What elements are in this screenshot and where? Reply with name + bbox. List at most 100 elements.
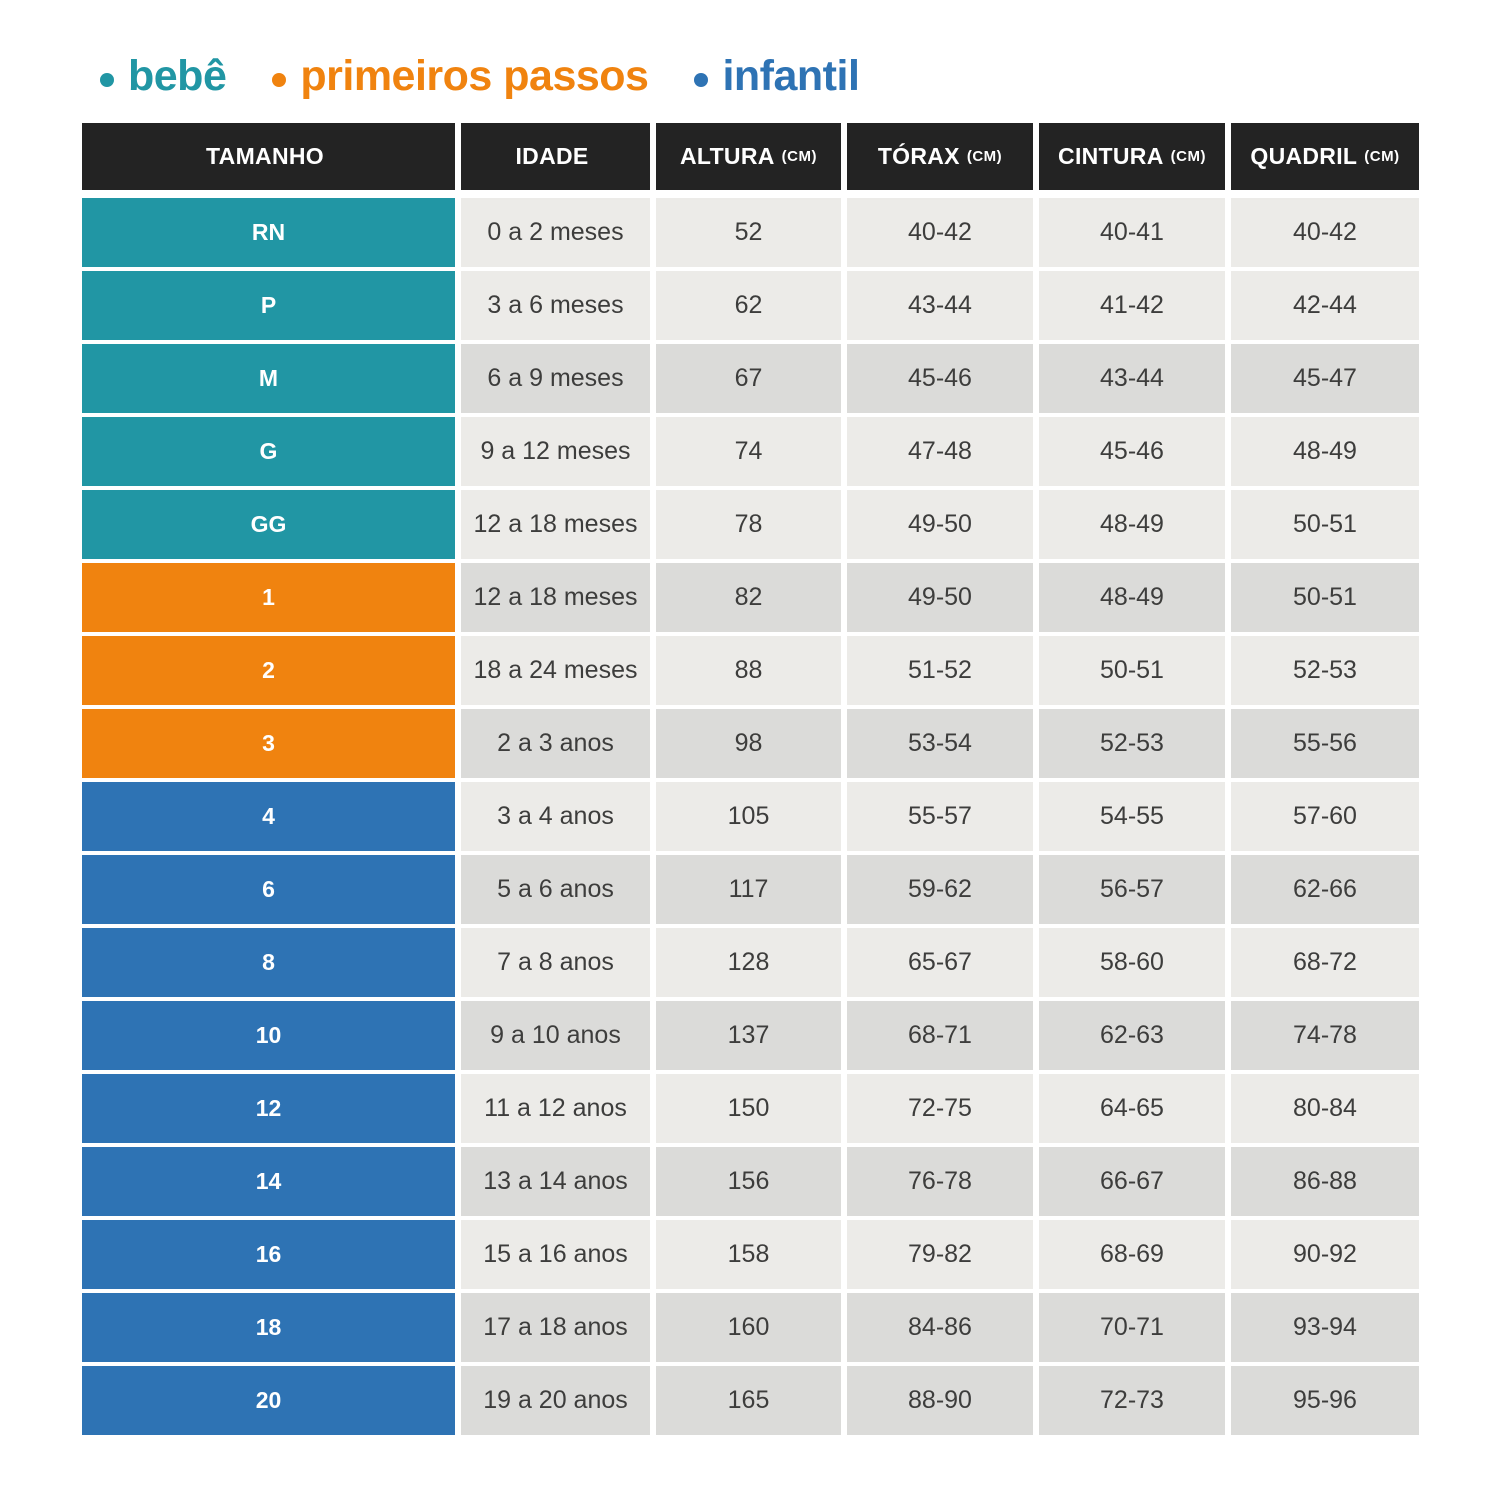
cintura-value: 50-51: [1100, 656, 1164, 684]
data-cell-torax: 55-57: [847, 782, 1033, 851]
data-cell-idade: 9 a 12 meses: [461, 417, 650, 486]
table-row: 14 13 a 14 anos 156 76-78 66-67 86-88: [82, 1147, 1419, 1216]
data-cell-cintura: 70-71: [1039, 1293, 1225, 1362]
table-row: P 3 a 6 meses 62 43-44 41-42 42-44: [82, 271, 1419, 340]
data-cell-torax: 88-90: [847, 1366, 1033, 1435]
size-cell-1: 1: [82, 563, 455, 632]
torax-value: 40-42: [908, 218, 972, 246]
altura-value: 137: [727, 1021, 770, 1049]
size-label: 4: [262, 803, 275, 829]
altura-value: 165: [727, 1386, 770, 1414]
quadril-value: 68-72: [1293, 948, 1357, 976]
header-label: TAMANHO: [206, 143, 324, 169]
data-cell-cintura: 64-65: [1039, 1074, 1225, 1143]
quadril-value: 86-88: [1293, 1167, 1357, 1195]
quadril-value: 74-78: [1293, 1021, 1357, 1049]
size-cell-RN: RN: [82, 198, 455, 267]
altura-value: 52: [734, 218, 763, 246]
data-cell-quadril: 80-84: [1231, 1074, 1419, 1143]
quadril-value: 45-47: [1293, 364, 1357, 392]
data-cell-quadril: 68-72: [1231, 928, 1419, 997]
size-label: 3: [262, 730, 275, 756]
torax-value: 76-78: [908, 1167, 972, 1195]
idade-value: 3 a 4 anos: [497, 802, 614, 830]
cintura-value: 43-44: [1100, 364, 1164, 392]
altura-value: 98: [734, 729, 763, 757]
cintura-value: 66-67: [1100, 1167, 1164, 1195]
size-cell-12: 12: [82, 1074, 455, 1143]
size-cell-8: 8: [82, 928, 455, 997]
torax-value: 53-54: [908, 729, 972, 757]
idade-value: 6 a 9 meses: [487, 364, 624, 392]
size-label: M: [258, 365, 279, 391]
torax-value: 49-50: [908, 510, 972, 538]
data-cell-idade: 12 a 18 meses: [461, 490, 650, 559]
data-cell-idade: 3 a 4 anos: [461, 782, 650, 851]
legend-item-primeiros-passos: primeiros passos: [272, 52, 649, 101]
quadril-value: 48-49: [1293, 437, 1357, 465]
data-cell-torax: 49-50: [847, 563, 1033, 632]
quadril-value: 95-96: [1293, 1386, 1357, 1414]
data-cell-quadril: 90-92: [1231, 1220, 1419, 1289]
data-cell-idade: 17 a 18 anos: [461, 1293, 650, 1362]
size-cell-20: 20: [82, 1366, 455, 1435]
data-cell-idade: 12 a 18 meses: [461, 563, 650, 632]
data-cell-altura: 88: [656, 636, 841, 705]
data-cell-altura: 105: [656, 782, 841, 851]
data-cell-torax: 72-75: [847, 1074, 1033, 1143]
header-cell-altura: ALTURA (CM): [656, 123, 841, 190]
quadril-value: 42-44: [1293, 291, 1357, 319]
torax-value: 43-44: [908, 291, 972, 319]
data-cell-cintura: 66-67: [1039, 1147, 1225, 1216]
header-label: TÓRAX: [877, 143, 960, 169]
data-cell-altura: 82: [656, 563, 841, 632]
header-unit: (CM): [1170, 148, 1206, 165]
cintura-value: 56-57: [1100, 875, 1164, 903]
cintura-value: 52-53: [1100, 729, 1164, 757]
data-cell-quadril: 45-47: [1231, 344, 1419, 413]
quadril-value: 52-53: [1293, 656, 1357, 684]
data-cell-altura: 156: [656, 1147, 841, 1216]
altura-value: 74: [734, 437, 763, 465]
table-row: 6 5 a 6 anos 117 59-62 56-57 62-66: [82, 855, 1419, 924]
data-cell-altura: 165: [656, 1366, 841, 1435]
table-row: 20 19 a 20 anos 165 88-90 72-73 95-96: [82, 1366, 1419, 1435]
idade-value: 18 a 24 meses: [473, 656, 638, 684]
cintura-value: 58-60: [1100, 948, 1164, 976]
size-cell-6: 6: [82, 855, 455, 924]
cintura-value: 54-55: [1100, 802, 1164, 830]
data-cell-cintura: 41-42: [1039, 271, 1225, 340]
torax-value: 68-71: [908, 1021, 972, 1049]
altura-value: 150: [727, 1094, 770, 1122]
data-cell-idade: 13 a 14 anos: [461, 1147, 650, 1216]
table-row: G 9 a 12 meses 74 47-48 45-46 48-49: [82, 417, 1419, 486]
data-cell-cintura: 68-69: [1039, 1220, 1225, 1289]
data-cell-quadril: 42-44: [1231, 271, 1419, 340]
altura-value: 78: [734, 510, 763, 538]
size-label: 8: [262, 949, 275, 975]
size-cell-2: 2: [82, 636, 455, 705]
idade-value: 15 a 16 anos: [483, 1240, 628, 1268]
data-cell-quadril: 50-51: [1231, 490, 1419, 559]
quadril-value: 50-51: [1293, 583, 1357, 611]
data-cell-cintura: 48-49: [1039, 563, 1225, 632]
data-cell-altura: 160: [656, 1293, 841, 1362]
header-label: CINTURA: [1058, 143, 1164, 169]
header-cell-idade: IDADE: [461, 123, 650, 190]
data-cell-idade: 15 a 16 anos: [461, 1220, 650, 1289]
data-cell-torax: 68-71: [847, 1001, 1033, 1070]
size-cell-4: 4: [82, 782, 455, 851]
data-cell-torax: 43-44: [847, 271, 1033, 340]
size-table: TAMANHO IDADE ALTURA (CM) TÓRAX (CM) CIN…: [82, 123, 1419, 1439]
table-row: 2 18 a 24 meses 88 51-52 50-51 52-53: [82, 636, 1419, 705]
quadril-value: 57-60: [1293, 802, 1357, 830]
data-cell-idade: 6 a 9 meses: [461, 344, 650, 413]
header-label: IDADE: [515, 143, 589, 169]
data-cell-quadril: 93-94: [1231, 1293, 1419, 1362]
torax-value: 59-62: [908, 875, 972, 903]
data-cell-torax: 53-54: [847, 709, 1033, 778]
size-cell-M: M: [82, 344, 455, 413]
legend-label-infantil: infantil: [722, 52, 860, 100]
torax-value: 65-67: [908, 948, 972, 976]
data-cell-idade: 19 a 20 anos: [461, 1366, 650, 1435]
